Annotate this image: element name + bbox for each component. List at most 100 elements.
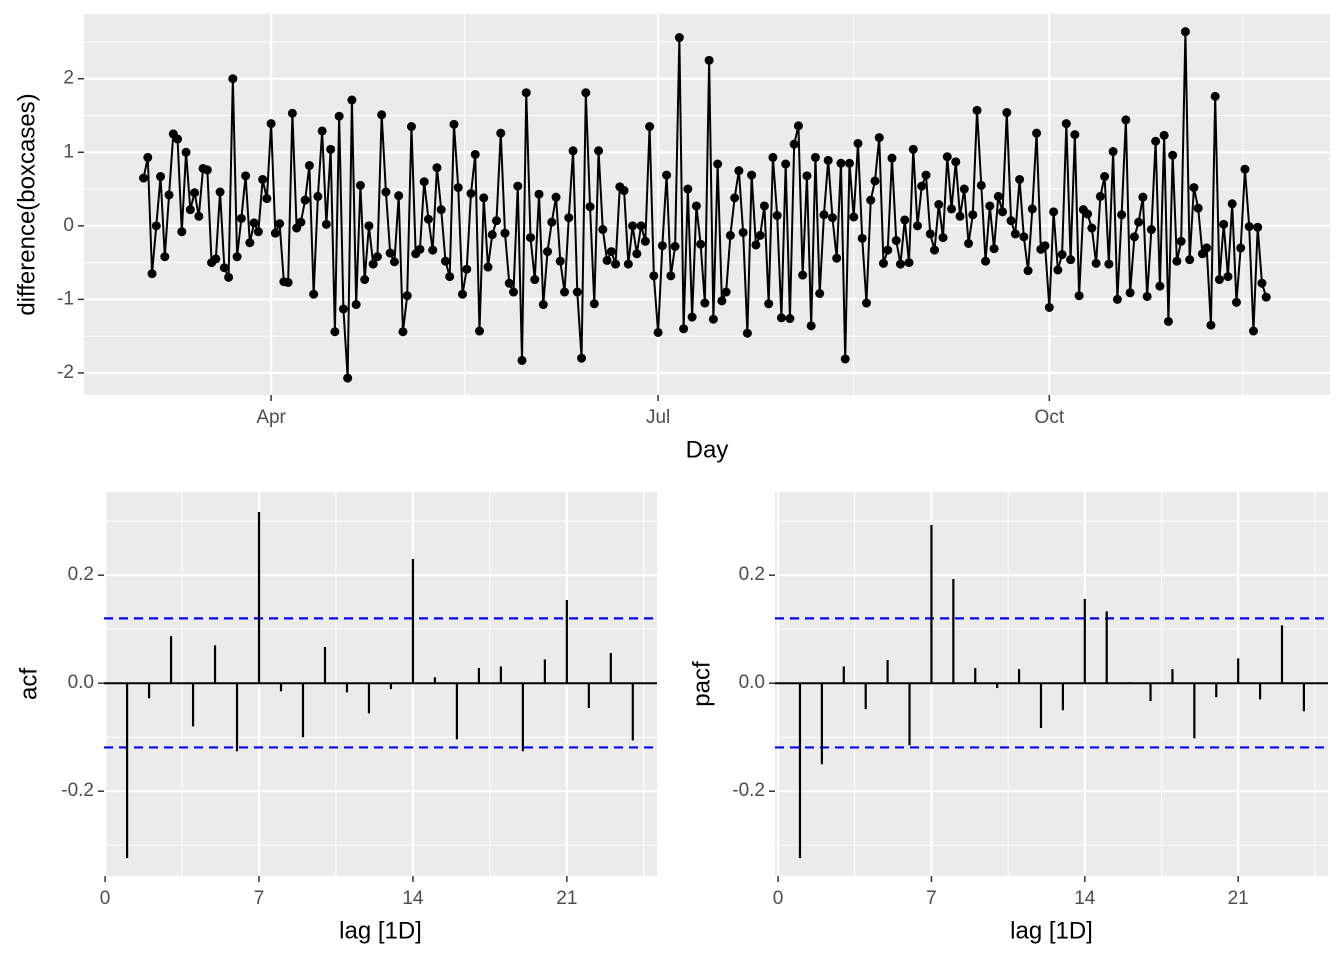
y-tick-label: -1 bbox=[57, 288, 74, 309]
point bbox=[249, 218, 259, 228]
point bbox=[827, 213, 837, 223]
point bbox=[653, 327, 663, 337]
point bbox=[581, 88, 591, 98]
point bbox=[1053, 265, 1063, 275]
point bbox=[1236, 243, 1246, 253]
point bbox=[440, 256, 450, 266]
point bbox=[998, 207, 1008, 217]
point bbox=[823, 155, 833, 165]
point bbox=[394, 191, 404, 201]
point bbox=[883, 245, 893, 255]
point bbox=[215, 187, 225, 197]
point bbox=[895, 259, 905, 269]
point bbox=[985, 201, 995, 211]
point bbox=[878, 258, 888, 268]
point bbox=[1032, 128, 1042, 138]
point bbox=[470, 149, 480, 159]
point bbox=[364, 221, 374, 231]
point bbox=[521, 88, 531, 98]
point bbox=[1168, 150, 1178, 160]
point bbox=[245, 238, 255, 248]
point bbox=[806, 321, 816, 331]
point bbox=[491, 216, 501, 226]
point bbox=[202, 165, 212, 175]
point bbox=[853, 138, 863, 148]
point bbox=[640, 236, 650, 246]
point bbox=[1070, 130, 1080, 140]
point bbox=[372, 252, 382, 262]
point bbox=[224, 272, 234, 282]
point bbox=[981, 256, 991, 266]
point bbox=[921, 170, 931, 180]
point bbox=[258, 174, 268, 184]
point bbox=[219, 263, 229, 273]
point bbox=[1219, 219, 1229, 229]
x-tick-label: Oct bbox=[1035, 407, 1065, 428]
point bbox=[959, 184, 969, 194]
point bbox=[768, 152, 778, 162]
point bbox=[334, 111, 344, 121]
point bbox=[1193, 203, 1203, 213]
point bbox=[190, 188, 200, 198]
point bbox=[874, 133, 884, 143]
y-tick-label: -2 bbox=[57, 362, 74, 383]
x-tick-label: 14 bbox=[1074, 888, 1096, 909]
point bbox=[530, 275, 540, 285]
point bbox=[674, 33, 684, 43]
point bbox=[436, 205, 446, 215]
panel: Apr Jul Oct -2 -1 0 1 2 Day difference(boxcases) bbox=[13, 14, 1330, 463]
point bbox=[1027, 204, 1037, 214]
point bbox=[1049, 207, 1059, 217]
point bbox=[606, 247, 616, 257]
point bbox=[755, 230, 765, 240]
point bbox=[611, 259, 621, 269]
point bbox=[798, 270, 808, 280]
point bbox=[1087, 223, 1097, 233]
point bbox=[300, 195, 310, 205]
point bbox=[513, 181, 523, 191]
point bbox=[844, 158, 854, 168]
point bbox=[555, 256, 565, 266]
point bbox=[415, 244, 425, 254]
y-tick-label: 0 bbox=[63, 215, 74, 236]
point bbox=[517, 355, 527, 365]
point bbox=[628, 221, 638, 231]
point bbox=[1002, 108, 1012, 118]
point bbox=[793, 121, 803, 131]
point bbox=[904, 258, 914, 268]
point bbox=[832, 253, 842, 263]
point bbox=[789, 139, 799, 149]
point bbox=[466, 188, 476, 198]
point bbox=[236, 213, 246, 223]
point bbox=[908, 144, 918, 154]
point bbox=[547, 217, 557, 227]
point bbox=[759, 201, 769, 211]
point bbox=[704, 55, 714, 65]
point bbox=[1261, 292, 1271, 302]
point bbox=[253, 227, 263, 237]
point bbox=[432, 163, 442, 173]
point bbox=[947, 204, 957, 214]
point bbox=[708, 314, 718, 324]
point bbox=[1240, 164, 1250, 174]
point bbox=[560, 287, 570, 297]
point bbox=[1040, 241, 1050, 251]
point bbox=[679, 324, 689, 334]
point bbox=[156, 172, 166, 182]
point bbox=[602, 255, 612, 265]
point bbox=[1227, 199, 1237, 209]
point bbox=[1095, 191, 1105, 201]
point bbox=[326, 144, 336, 154]
point bbox=[1121, 115, 1131, 125]
point bbox=[764, 299, 774, 309]
point bbox=[266, 119, 276, 129]
point bbox=[776, 313, 786, 323]
point bbox=[751, 240, 761, 250]
point bbox=[423, 214, 433, 224]
x-axis-title: lag [1D] bbox=[1010, 917, 1093, 944]
point bbox=[1134, 217, 1144, 227]
point bbox=[968, 210, 978, 220]
x-tick-label: 21 bbox=[556, 888, 577, 909]
point bbox=[687, 312, 697, 322]
point bbox=[696, 239, 706, 249]
